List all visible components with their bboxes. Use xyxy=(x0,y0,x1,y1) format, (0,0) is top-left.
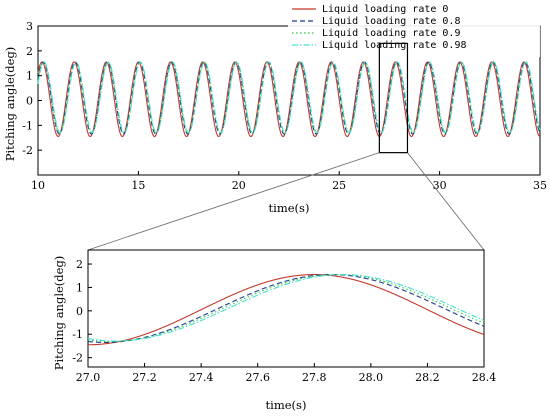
bottom-x-tick-label: 27.0 xyxy=(76,371,101,384)
top-series-line-1 xyxy=(37,61,541,135)
top-y-tick-label: 0 xyxy=(26,95,33,108)
top-x-tick-label: 15 xyxy=(131,179,145,192)
bottom-x-tick-label: 27.8 xyxy=(302,371,327,384)
bottom-y-tick-label: -2 xyxy=(72,352,83,365)
legend-entry-label: Liquid loading rate 0 xyxy=(322,4,448,15)
zoom-connector-right xyxy=(407,152,485,251)
highlight-window-box xyxy=(378,42,409,154)
top-x-tick-label: 25 xyxy=(332,179,346,192)
top-y-ticks: -2 -1 0 1 2 3 xyxy=(22,20,42,157)
top-chart: 10 15 20 25 30 35 -2 -1 0 1 2 3 time(s) Pitching a… xyxy=(3,3,547,215)
top-x-tick-label: 10 xyxy=(31,179,45,192)
legend-entry-label: Liquid loading rate 0.98 xyxy=(322,40,467,51)
top-y-tick-label: 3 xyxy=(26,20,33,33)
bottom-x-tick-label: 27.6 xyxy=(245,371,270,384)
top-y-tick-label: -1 xyxy=(22,119,33,132)
top-x-axis-label: time(s) xyxy=(269,201,310,215)
bottom-y-tick-label: 0 xyxy=(76,305,83,318)
top-x-tick-label: 20 xyxy=(232,179,246,192)
bottom-y-tick-label: 2 xyxy=(76,258,83,271)
top-y-tick-label: -2 xyxy=(22,144,33,157)
bottom-x-tick-label: 28.2 xyxy=(415,371,440,384)
top-series-line-0 xyxy=(37,61,541,138)
legend-entry-label: Liquid loading rate 0.9 xyxy=(322,28,460,39)
bottom-y-tick-label: 1 xyxy=(76,281,83,294)
bottom-x-tick-label: 28.4 xyxy=(472,371,497,384)
bottom-y-axis-label: Pitching angle(deg) xyxy=(52,256,66,371)
bottom-series-group xyxy=(87,274,485,346)
bottom-x-tick-label: 27.2 xyxy=(132,371,157,384)
top-x-tick-label: 30 xyxy=(433,179,447,192)
bottom-series-line-2 xyxy=(87,274,485,343)
top-series-line-2 xyxy=(37,61,541,134)
top-y-tick-label: 1 xyxy=(26,70,33,83)
top-series-line-3 xyxy=(37,61,541,134)
top-y-tick-label: 2 xyxy=(26,45,33,58)
bottom-y-ticks: -2 -1 0 1 2 xyxy=(72,258,92,365)
top-series-group xyxy=(37,61,541,138)
zoom-connector-left xyxy=(87,152,380,251)
bottom-x-tick-label: 27.4 xyxy=(189,371,214,384)
top-y-axis-label: Pitching angle(deg) xyxy=(3,47,17,162)
bottom-y-tick-label: -1 xyxy=(72,328,83,341)
legend-background xyxy=(288,3,540,57)
bottom-chart: 27.0 27.2 27.4 27.6 27.8 28.0 28.2 28.4 -2 -1 0 1 2… xyxy=(52,249,497,412)
top-x-tick-label: 35 xyxy=(533,179,547,192)
bottom-x-axis-label: time(s) xyxy=(266,398,307,412)
top-x-ticks: 10 15 20 25 30 35 xyxy=(31,171,547,192)
legend-entry-label: Liquid loading rate 0.8 xyxy=(322,16,460,27)
bottom-series-line-3 xyxy=(87,274,485,342)
bottom-x-ticks: 27.0 27.2 27.4 27.6 27.8 28.0 28.2 28.4 xyxy=(76,363,497,384)
bottom-series-line-0 xyxy=(88,274,485,346)
bottom-x-tick-label: 28.0 xyxy=(359,371,384,384)
bottom-series-line-1 xyxy=(87,274,485,343)
bottom-plot-frame xyxy=(87,249,485,368)
